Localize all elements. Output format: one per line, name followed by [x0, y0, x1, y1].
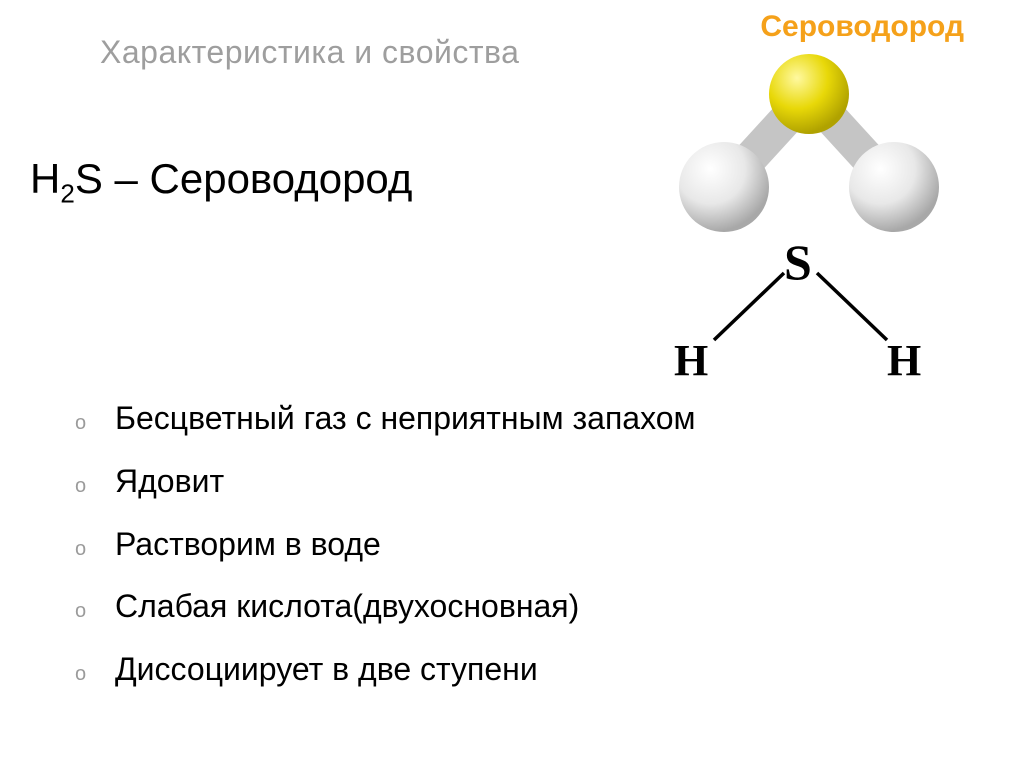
bullet-marker: o — [75, 412, 115, 435]
formula-prefix: H — [30, 155, 60, 202]
bond-line-left — [714, 273, 784, 340]
atom-label-s: S — [784, 233, 812, 291]
bullet-text: Бесцветный газ с неприятным запахом — [115, 400, 696, 437]
structural-formula: S H H — [669, 225, 929, 375]
list-item: o Бесцветный газ с неприятным запахом — [75, 400, 974, 437]
sulfur-atom — [769, 54, 849, 134]
molecule-3d-model — [654, 52, 954, 237]
atom-label-h-right: H — [887, 335, 921, 386]
bullet-marker: o — [75, 475, 115, 498]
bond-line-right — [817, 273, 887, 340]
formula-subscript: 2 — [60, 178, 74, 208]
hydrogen-atom-right — [849, 142, 939, 232]
properties-list: o Бесцветный газ с неприятным запахом o … — [75, 400, 974, 714]
formula-suffix: S – Сероводород — [75, 155, 413, 202]
bullet-text: Растворим в воде — [115, 526, 381, 563]
bullet-text: Слабая кислота(двухосновная) — [115, 588, 579, 625]
list-item: o Ядовит — [75, 463, 974, 500]
bullet-text: Ядовит — [115, 463, 224, 500]
hydrogen-atom-left — [679, 142, 769, 232]
list-item: o Растворим в воде — [75, 526, 974, 563]
formula-heading: H2S – Сероводород — [30, 155, 412, 203]
molecule-label: Сероводород — [760, 10, 964, 44]
bullet-marker: o — [75, 663, 115, 686]
atom-label-h-left: H — [674, 335, 708, 386]
slide-title: Характеристика и свойства — [100, 34, 519, 71]
list-item: o Слабая кислота(двухосновная) — [75, 588, 974, 625]
bullet-marker: o — [75, 600, 115, 623]
bullet-marker: o — [75, 538, 115, 561]
list-item: o Диссоциирует в две ступени — [75, 651, 974, 688]
bullet-text: Диссоциирует в две ступени — [115, 651, 538, 688]
